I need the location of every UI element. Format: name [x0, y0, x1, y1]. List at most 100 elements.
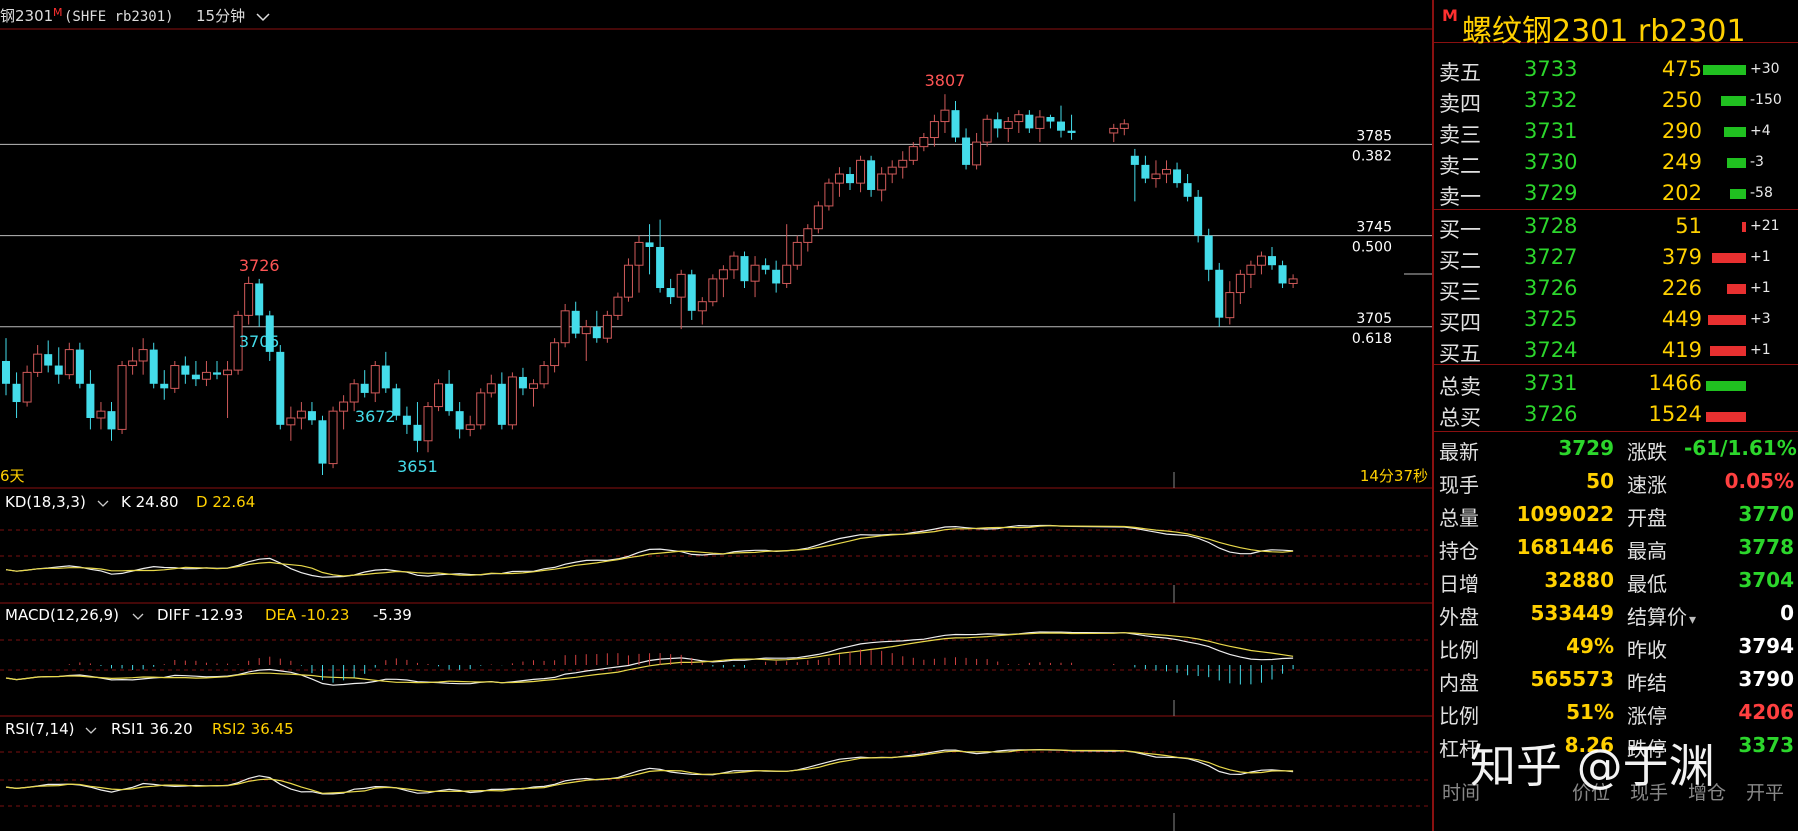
candle-body [908, 146, 918, 161]
book-price: 3728 [1524, 214, 1578, 238]
book-level-label: 卖二 [1439, 154, 1481, 178]
macd-indicator-name: MACD(12,26,9) [5, 606, 119, 624]
candle-body [1278, 265, 1287, 284]
book-volume: 379 [1661, 245, 1702, 269]
stat-value: 32880 [1544, 568, 1614, 592]
candle-body [687, 274, 696, 311]
candle-body [1183, 183, 1192, 197]
candle-body [740, 256, 749, 282]
candle-body [592, 326, 601, 339]
candle-body [750, 264, 760, 282]
book-level-label: 买三 [1439, 280, 1481, 304]
candle-body [265, 315, 274, 352]
ask-row[interactable]: 卖四 3732 250 -150 [1434, 85, 1798, 116]
book-change: -58 [1750, 185, 1773, 201]
candle-body [1173, 169, 1182, 184]
stat-row: 现手 50 速涨 0.05% [1434, 465, 1798, 498]
candle-body [233, 314, 243, 371]
candle-body [370, 365, 380, 394]
candle-body [718, 269, 728, 280]
book-level-label: 卖五 [1439, 61, 1481, 85]
period-selector[interactable]: 15分钟 [196, 7, 245, 25]
total-row[interactable]: 总卖 3731 1466 [1434, 368, 1798, 399]
stat-value: 4206 [1738, 700, 1794, 724]
book-volume: 226 [1661, 276, 1702, 300]
candle-body [940, 109, 950, 123]
macd-dea-value: DEA -10.23 [265, 606, 349, 624]
book-volume-bar [1727, 284, 1746, 294]
candle-body [1268, 256, 1276, 266]
bid-row[interactable]: 买四 3725 449 +3 [1434, 304, 1798, 335]
book-price: 3733 [1524, 57, 1578, 81]
candle-body [1162, 168, 1171, 175]
candle-body [160, 383, 169, 389]
chevron-down-icon[interactable]: ▾ [1689, 612, 1697, 628]
book-volume-bar [1703, 65, 1746, 75]
total-row[interactable]: 总买 3726 1524 [1434, 399, 1798, 430]
ask-row[interactable]: 卖三 3731 290 +4 [1434, 116, 1798, 147]
kline-chart-svg[interactable]: 钢2301 M (SHFE rb2301) 15分钟 3785 0.382 3745 0.50… [0, 0, 1432, 831]
tab-price-level[interactable]: 价位 [1572, 782, 1611, 804]
ask-row[interactable]: 卖一 3729 202 -58 [1434, 178, 1798, 209]
stat-value: 3794 [1738, 634, 1794, 658]
tab-open-interest-change[interactable]: 增仓 [1688, 782, 1727, 804]
kline-chart-area[interactable]: 钢2301 M (SHFE rb2301) 15分钟 3785 0.382 3745 0.50… [0, 0, 1432, 831]
book-level-label: 买一 [1439, 218, 1481, 242]
bid-row[interactable]: 买五 3724 419 +1 [1434, 335, 1798, 366]
book-change: +30 [1750, 61, 1780, 77]
candle-body [729, 255, 739, 271]
candle-body [96, 410, 106, 419]
watermark: 知乎 @于渊 [1470, 739, 1715, 793]
extreme-price-label: 3726 [239, 256, 280, 275]
stat-value: 1099022 [1516, 502, 1614, 526]
candle-body [982, 118, 992, 143]
book-volume: 249 [1661, 150, 1702, 174]
bid-row[interactable]: 买一 3728 51 +21 [1434, 211, 1798, 242]
stat-label: 结算价 ▾ [1627, 605, 1697, 629]
book-volume-bar [1706, 412, 1746, 422]
candle-body [1288, 278, 1298, 284]
tab-last-volume[interactable]: 现手 [1630, 782, 1669, 804]
book-price: 3731 [1524, 371, 1578, 395]
book-volume-bar [1727, 158, 1746, 168]
bid-row[interactable]: 买三 3726 226 +1 [1434, 273, 1798, 304]
ask-row[interactable]: 卖五 3733 475 +30 [1434, 54, 1798, 85]
stat-value: 3373 [1738, 733, 1794, 757]
ask-row[interactable]: 卖二 3730 249 -3 [1434, 147, 1798, 178]
fib-ratio-label: 0.618 [1352, 331, 1392, 347]
candle-body [117, 365, 127, 430]
candle-body [634, 241, 644, 266]
candle-body [623, 264, 633, 298]
candle-body [1067, 130, 1076, 133]
candle-body [255, 283, 264, 316]
book-volume-bar [1708, 315, 1746, 325]
candle-body [1246, 264, 1256, 275]
kd-k-line [5, 524, 1294, 578]
book-change: +1 [1750, 249, 1771, 265]
book-price: 3732 [1524, 88, 1578, 112]
tab-time[interactable]: 时间 [1442, 782, 1481, 804]
kd-k-value: K 24.80 [121, 493, 179, 511]
candle-body [138, 349, 148, 362]
candle-body [455, 411, 464, 430]
candle-body [128, 360, 138, 367]
candle-body [1119, 123, 1129, 129]
candle-body [486, 383, 496, 394]
stat-label: 持仓 [1439, 539, 1479, 563]
candle-body [244, 282, 254, 316]
book-level-label: 买五 [1439, 342, 1481, 366]
candle-body [1130, 155, 1139, 165]
stat-label: 最新 [1439, 440, 1479, 464]
book-level-label: 总买 [1439, 406, 1481, 430]
candle-body [898, 159, 908, 168]
tab-open-close[interactable]: 开平 [1746, 782, 1785, 804]
kd-d-value: D 22.64 [196, 493, 255, 511]
candle-body [581, 326, 591, 335]
rsi-indicator-name: RSI(7,14) [5, 720, 74, 738]
bid-row[interactable]: 买二 3727 379 +1 [1434, 242, 1798, 273]
day-span-label: 6天 [0, 467, 25, 485]
book-volume: 419 [1661, 338, 1702, 362]
book-price: 3729 [1524, 181, 1578, 205]
book-change: +1 [1750, 342, 1771, 358]
book-level-label: 卖三 [1439, 123, 1481, 147]
